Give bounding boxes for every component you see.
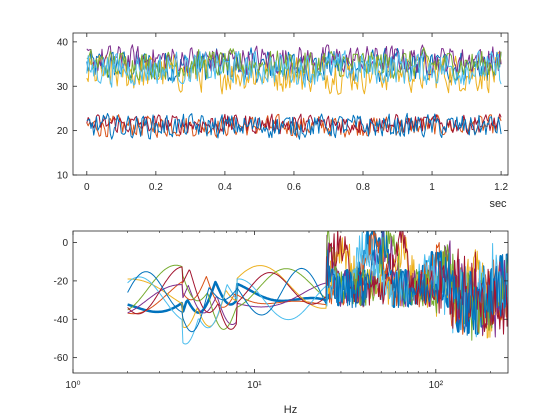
x-tick-label: 1.2 (494, 182, 508, 193)
x-tick-label: 1 (429, 182, 435, 193)
axes-frame (72, 32, 509, 176)
x-tick-label: 10² (429, 380, 444, 391)
series-line-7 (127, 231, 508, 336)
y-tick-label: 0 (62, 238, 68, 249)
y-tick-label: 20 (57, 126, 69, 137)
y-tick-label: -40 (54, 315, 69, 326)
x-tick-label: 10⁰ (65, 380, 80, 391)
y-tick-label: -60 (54, 353, 69, 364)
series-line-7 (86, 112, 502, 140)
x-tick-label: 0.2 (149, 182, 163, 193)
x-axis-label: Hz (284, 404, 297, 416)
y-tick-label: 10 (57, 171, 69, 182)
x-axis-label: sec (489, 198, 507, 210)
x-tick-label: 0.8 (356, 182, 370, 193)
series-line-5 (86, 50, 502, 88)
x-tick-label: 0 (84, 182, 90, 193)
series-line-5 (127, 231, 508, 345)
x-tick-label: 0.6 (287, 182, 301, 193)
axes-frame (72, 230, 509, 374)
plot-area (127, 231, 508, 345)
time-domain-chart: 0 0.2 0.4 0.6 0.8 1 1.2 10 20 30 40 sec (57, 32, 509, 210)
series-line-4 (127, 231, 508, 341)
y-tick-label: 30 (57, 82, 69, 93)
plot-area (86, 44, 502, 140)
y-tick-label: -20 (54, 276, 69, 287)
y-tick-label: 40 (57, 37, 69, 48)
x-tick-label: 10¹ (247, 380, 262, 391)
x-tick-label: 0.4 (218, 182, 232, 193)
frequency-spectrum-chart: 10⁰ 10¹ 10² -60 -40 -20 0 Hz (54, 230, 509, 416)
